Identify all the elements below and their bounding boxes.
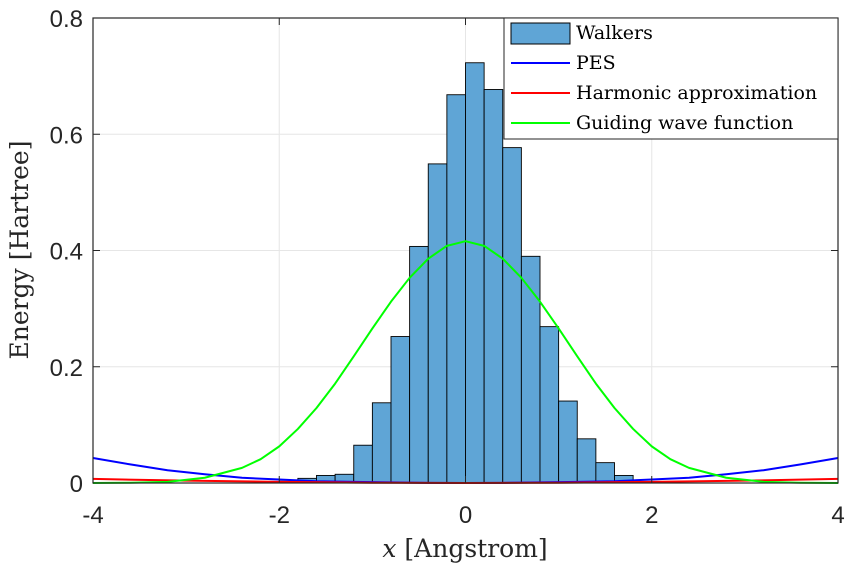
histogram-bar — [371, 402, 392, 484]
histogram-bar — [483, 89, 504, 484]
axis-ticks: -4 -2 0 2 4 0 0.2 0.4 0.6 0.8 — [50, 6, 845, 529]
histogram-bar — [595, 462, 615, 484]
histogram-bar — [502, 147, 522, 484]
histogram-bar — [446, 94, 466, 484]
histogram-bars — [278, 62, 634, 484]
series-line-2 — [92, 240, 839, 484]
y-tick-label: 0.4 — [50, 239, 83, 266]
x-axis-label: x [Angstrom] — [382, 534, 547, 563]
histogram-bar — [390, 336, 411, 484]
legend: Walkers PES Harmonic approximation Guidi… — [503, 17, 839, 140]
histogram-bar — [409, 245, 429, 484]
histogram-bar — [558, 400, 578, 484]
x-axis-unit: [Angstrom] — [404, 534, 547, 563]
y-tick-label: 0.8 — [50, 6, 83, 33]
legend-label-pes: PES — [576, 52, 616, 74]
histogram-bar — [576, 438, 597, 484]
x-tick-label: -4 — [82, 502, 103, 529]
legend-label-guiding: Guiding wave function — [576, 112, 793, 134]
y-tick-label: 0 — [70, 471, 83, 498]
histogram-bar — [427, 163, 448, 484]
x-tick-label: -2 — [269, 502, 290, 529]
legend-swatch-walkers — [510, 22, 571, 45]
x-tick-label: 0 — [459, 502, 472, 529]
x-axis-variable: x — [382, 534, 396, 563]
legend-label-harmonic: Harmonic approximation — [576, 82, 817, 104]
y-tick-label: 0.6 — [50, 122, 83, 149]
x-tick-label: 4 — [831, 502, 844, 529]
x-tick-label: 2 — [645, 502, 658, 529]
y-tick-label: 0.2 — [50, 355, 83, 382]
y-axis-label: Energy [Hartree] — [5, 141, 34, 360]
histogram-bar — [465, 62, 485, 484]
legend-label-walkers: Walkers — [576, 22, 653, 44]
histogram-bar — [539, 326, 560, 484]
histogram-bar — [353, 444, 373, 484]
